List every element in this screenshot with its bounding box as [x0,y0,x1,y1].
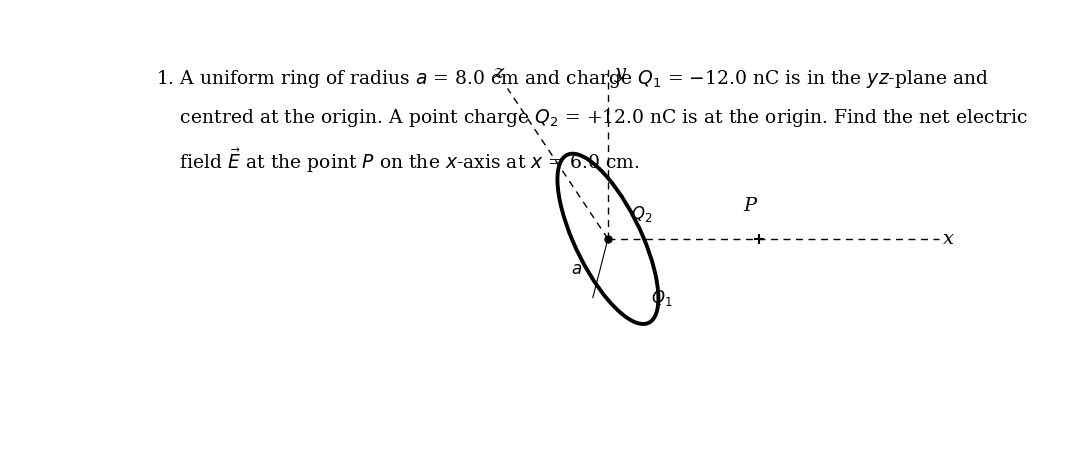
Text: centred at the origin. A point charge $Q_2$ = +12.0 nC is at the origin. Find th: centred at the origin. A point charge $Q… [156,107,1028,129]
Text: field $\vec{E}$ at the point $P$ on the $x$-axis at $x$ = 6.0 cm.: field $\vec{E}$ at the point $P$ on the … [156,147,639,176]
Text: x: x [943,230,954,248]
Text: $a$: $a$ [570,261,582,278]
Text: $Q_1$: $Q_1$ [651,288,673,308]
Text: $Q_2$: $Q_2$ [632,204,652,224]
Text: P: P [744,197,757,215]
Text: z: z [494,64,503,82]
Text: y: y [615,64,625,82]
Text: 1. A uniform ring of radius $a$ = 8.0 cm and charge $Q_1$ = $-$12.0 nC is in the: 1. A uniform ring of radius $a$ = 8.0 cm… [156,68,989,90]
